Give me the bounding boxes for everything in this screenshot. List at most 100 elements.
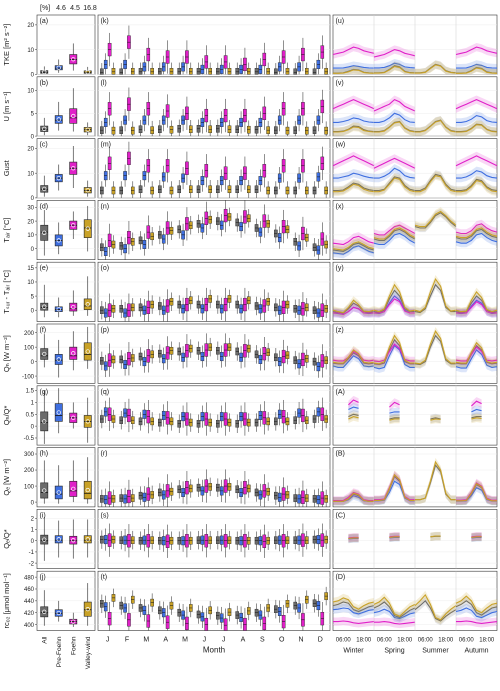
month-box — [227, 62, 232, 75]
month-box — [158, 296, 162, 316]
month-box — [254, 218, 259, 238]
diurnal-line-valley-wind — [373, 334, 415, 365]
diurnal-line-foehn — [373, 49, 416, 58]
box-iqr — [69, 535, 78, 545]
month-box — [216, 606, 220, 625]
box-iqr — [54, 403, 63, 422]
month-box — [177, 180, 182, 198]
diurnal-line-valley-wind — [333, 492, 374, 502]
month-box — [111, 530, 116, 549]
box-foehn — [69, 88, 78, 132]
month-box — [243, 98, 247, 133]
diurnal-band — [333, 43, 374, 59]
month-box — [127, 25, 131, 59]
month-box — [111, 350, 116, 369]
month-box — [246, 62, 251, 75]
diurnal-line-valley-wind — [373, 596, 416, 617]
panel: (d) 0 10 20 30 — [27, 200, 96, 260]
month-box — [169, 596, 174, 615]
month-box — [146, 149, 151, 183]
month-box — [305, 349, 309, 368]
month-box — [312, 63, 317, 75]
x-season-label: Spring — [384, 648, 404, 655]
month-box — [285, 181, 290, 198]
diurnal-line-pre-foehn — [374, 112, 416, 123]
panel: (n) — [97, 200, 331, 260]
month-box — [208, 601, 212, 620]
month-box — [243, 200, 247, 234]
panel-frame — [97, 385, 331, 446]
diurnal-band — [456, 95, 497, 113]
box-pre-foehn — [54, 339, 63, 378]
month-box — [161, 529, 166, 552]
month-box — [158, 531, 162, 550]
box-all — [40, 590, 49, 626]
panel-letter: (x) — [336, 203, 344, 210]
box-pre-foehn — [54, 520, 63, 558]
box-mean — [56, 65, 61, 70]
month-box — [100, 489, 104, 507]
diurnal-band — [348, 412, 359, 424]
y-tick-label: 480 — [24, 575, 35, 581]
month-box — [177, 119, 182, 137]
panel: (r) — [97, 447, 331, 508]
month-box — [262, 606, 267, 631]
box-mean — [42, 304, 47, 309]
diurnal-band — [456, 60, 497, 73]
month-box — [130, 590, 135, 609]
month-box — [107, 293, 112, 322]
diurnal-line-all — [332, 352, 375, 365]
diurnal-line-valley-wind — [414, 330, 456, 365]
diurnal-line-valley-wind — [415, 175, 457, 193]
month-box — [103, 354, 108, 378]
month-box — [274, 412, 278, 431]
box-valley-wind — [83, 583, 92, 626]
row-8: Qₑ [W m⁻²] (h) 0 100 200 300 (r) (B) — [2, 447, 498, 508]
month-box — [243, 607, 247, 631]
month-box — [161, 404, 166, 427]
month-box — [285, 594, 290, 614]
month-box — [142, 403, 147, 426]
month-box — [119, 181, 123, 198]
diurnal-line-valley-wind — [415, 460, 456, 501]
month-box — [316, 301, 321, 322]
month-box — [235, 62, 240, 75]
y-tick-label: 200 — [24, 468, 35, 474]
diurnal-line-all — [373, 228, 416, 241]
month-box — [127, 342, 131, 376]
box-all — [40, 460, 49, 504]
month-box — [239, 111, 243, 134]
box-all — [40, 334, 49, 368]
diurnal-band — [374, 109, 415, 127]
month-box — [243, 524, 247, 558]
x-tick-label-month: J — [106, 637, 110, 644]
month-box — [277, 403, 282, 426]
month-box — [223, 333, 228, 367]
row-4: Tₐᵢᵣ [°C] (d) 0 10 20 30 (n) (x) — [2, 200, 498, 260]
month-box — [277, 529, 282, 552]
month-box — [219, 169, 224, 192]
box-mean — [56, 490, 61, 495]
diurnal-line-valley-wind — [332, 349, 375, 364]
month-box — [216, 180, 220, 198]
box-mean — [71, 304, 76, 310]
diurnal-line-pre-foehn — [389, 411, 400, 414]
month-box — [103, 595, 108, 618]
month-box — [320, 344, 325, 378]
month-box — [119, 120, 123, 137]
diurnal-line-pre-foehn — [456, 63, 498, 69]
month-box — [262, 289, 267, 322]
month-box — [227, 602, 232, 622]
month-box — [177, 342, 182, 361]
month-box — [142, 599, 147, 622]
month-box — [208, 180, 212, 198]
box-mean — [42, 537, 47, 542]
month-box — [123, 353, 127, 376]
panel: (i) -2 -1 0 1 2 — [29, 509, 96, 569]
month-box — [111, 489, 116, 507]
diurnal-band — [333, 113, 374, 127]
box-mean — [42, 126, 47, 131]
panel-letter: (t) — [101, 574, 108, 581]
diurnal-line-valley-wind — [415, 64, 457, 74]
month-box — [274, 599, 278, 619]
